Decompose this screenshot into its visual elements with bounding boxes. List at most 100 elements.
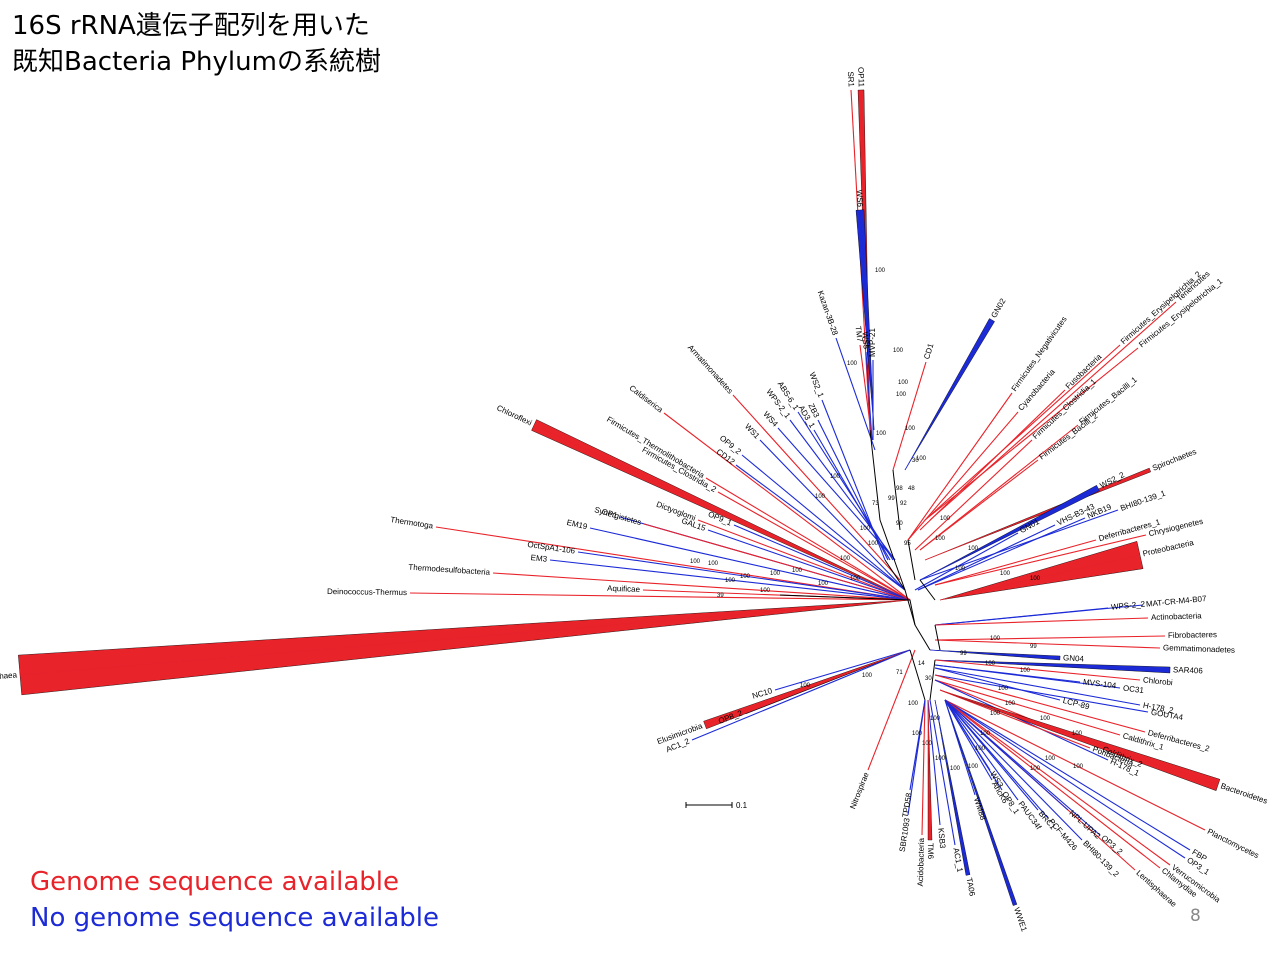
leaf-label-op1: OP1 <box>601 507 619 520</box>
branch-brc1 <box>944 699 1039 811</box>
branch-mat-cr-m4-b07 <box>934 604 1144 626</box>
wedge-ws6 <box>855 209 875 431</box>
bootstrap-value: 98 <box>896 486 903 492</box>
bootstrap-value: 100 <box>1073 764 1084 770</box>
bootstrap-value: 100 <box>922 741 933 747</box>
branch-ac1-1 <box>929 699 956 846</box>
leaf-label-mat-cr-m4-b07: MAT-CR-M4-B07 <box>1146 594 1208 609</box>
leaf-label-ws6: WS6 <box>855 189 865 207</box>
leaf-label-em3: EM3 <box>530 553 548 564</box>
branch-em19 <box>589 527 911 601</box>
scale-bar-label: 0.1 <box>736 801 748 810</box>
leaf-label-ws3: WS3 <box>988 770 1005 790</box>
internal-branch <box>934 624 941 651</box>
leaf-label-deinococcus-thermus: Deinococcus-Thermus <box>327 587 407 597</box>
branch-nkb19 <box>917 517 1086 591</box>
branch-abs-6-1 <box>797 411 894 561</box>
branch-gn02 <box>904 319 993 471</box>
leaf-label-wwe1: WWE1 <box>1012 906 1029 933</box>
bootstrap-value: 100 <box>990 636 1001 642</box>
bootstrap-value: 100 <box>930 716 941 722</box>
branch-thermodesulfobacteria <box>492 572 911 601</box>
branch-chloroflexi <box>533 424 911 601</box>
branch-chlorobi <box>934 659 1141 681</box>
branch-nitrospirae <box>867 649 916 771</box>
branch-cyanobacteria <box>907 411 1019 541</box>
bootstrap-value: 100 <box>950 766 961 772</box>
branch-ksb3 <box>927 699 941 826</box>
leaf-label-bhi80-139-1: BHI80-139_1 <box>1119 488 1167 512</box>
bootstrap-value: 100 <box>912 731 923 737</box>
leaf-label-gemmatimonadetes: Gemmatimonadetes <box>1163 643 1235 655</box>
bootstrap-value: 100 <box>898 380 909 386</box>
leaf-label-gn01: GN01 <box>1018 517 1041 535</box>
leaf-label-wm88: WM88 <box>972 796 988 821</box>
leaf-label-fibrobacteres: Fibrobacteres <box>1168 630 1217 640</box>
bootstrap-value: 100 <box>1072 731 1083 737</box>
leaf-label-gn04: GN04 <box>1063 653 1085 663</box>
bootstrap-value: 100 <box>847 361 858 367</box>
bootstrap-value: 99 <box>1030 644 1037 650</box>
leaf-label-kazan-3b-28: Kazan-3B-28 <box>816 289 840 337</box>
branch-archaea <box>19 599 911 676</box>
leaf-label-mvs-104: MVS-104 <box>1083 677 1118 690</box>
leaf-label-cd1: CD1 <box>922 342 935 360</box>
legend: Genome sequence available No genome sequ… <box>30 864 439 936</box>
bootstrap-value: 100 <box>815 494 826 500</box>
bootstrap-value: 100 <box>800 683 811 689</box>
leaf-label-tpd58: TPD58 <box>901 792 914 819</box>
leaf-label-ws4: WS4 <box>761 410 780 429</box>
branch-deinococcus-thermus <box>409 592 911 601</box>
leaf-label-armatimonadetes: Armatimonadetes <box>686 343 735 396</box>
branch-cd1 <box>892 361 927 471</box>
bootstrap-value: 90 <box>896 521 903 527</box>
branch-ac1-2 <box>691 649 911 741</box>
bootstrap-value: 100 <box>935 536 946 542</box>
branch-deferribacteres-2 <box>934 674 1146 733</box>
branch-op9-1 <box>733 524 911 601</box>
branch-dictyoglomi <box>697 519 911 601</box>
internal-branch <box>909 649 926 701</box>
leaf-label-acidobacteria: Acidobacteria <box>916 837 926 886</box>
leaf-label-ws2-1: WS2_1 <box>807 371 825 399</box>
leaf-label-thermodesulfobacteria: Thermodesulfobacteria <box>408 563 491 577</box>
legend-genome-unavailable: No genome sequence available <box>30 903 440 933</box>
leaf-label-sr1: SR1 <box>846 71 856 88</box>
branch-tenericutes <box>929 301 1177 521</box>
branch-ws1 <box>759 439 906 591</box>
leaf-label-ac1-1: AC1_1 <box>951 847 964 873</box>
bootstrap-value: 100 <box>770 571 781 577</box>
leaf-label-thermotoga: Thermotoga <box>390 515 435 531</box>
leaf-label-ws1: WS1 <box>743 422 762 441</box>
branch-wwe1 <box>944 699 1016 906</box>
page-number: 8 <box>1190 906 1201 926</box>
bootstrap-value: 100 <box>690 559 701 565</box>
branch-sar406 <box>934 659 1171 671</box>
internal-branch <box>779 594 911 601</box>
bootstrap-value: 39 <box>717 593 724 599</box>
bootstrap-value: 100 <box>1030 576 1041 582</box>
branch-ws4 <box>777 427 896 561</box>
bootstrap-value: 100 <box>725 578 736 584</box>
branch-tm7 <box>859 344 873 441</box>
bootstrap-value: 71 <box>896 670 903 676</box>
leaf-label-em19: EM19 <box>566 518 589 531</box>
branch-cd12 <box>735 464 906 591</box>
internal-branch <box>869 429 881 521</box>
bootstrap-value: 100 <box>893 348 904 354</box>
bootstrap-value: 100 <box>985 661 996 667</box>
branch-spirochaetes <box>924 469 1151 561</box>
leaf-label-sar406: SAR406 <box>1173 665 1204 675</box>
bootstrap-value: 100 <box>968 546 979 552</box>
branch-firmicutes-clostridia-2 <box>717 491 911 601</box>
branch-firmicutes-clostridia-1 <box>914 439 1033 551</box>
bootstrap-value: 100 <box>905 426 916 432</box>
bootstrap-value: 100 <box>1020 668 1031 674</box>
wedge-archaea <box>18 599 911 696</box>
branch-zb3 <box>817 419 889 561</box>
internal-branch <box>907 539 916 581</box>
branch-ws6 <box>859 209 875 431</box>
branch-ws5 <box>865 351 873 441</box>
branch-caldithrix-1 <box>934 679 1121 736</box>
bootstrap-value: 100 <box>830 474 841 480</box>
